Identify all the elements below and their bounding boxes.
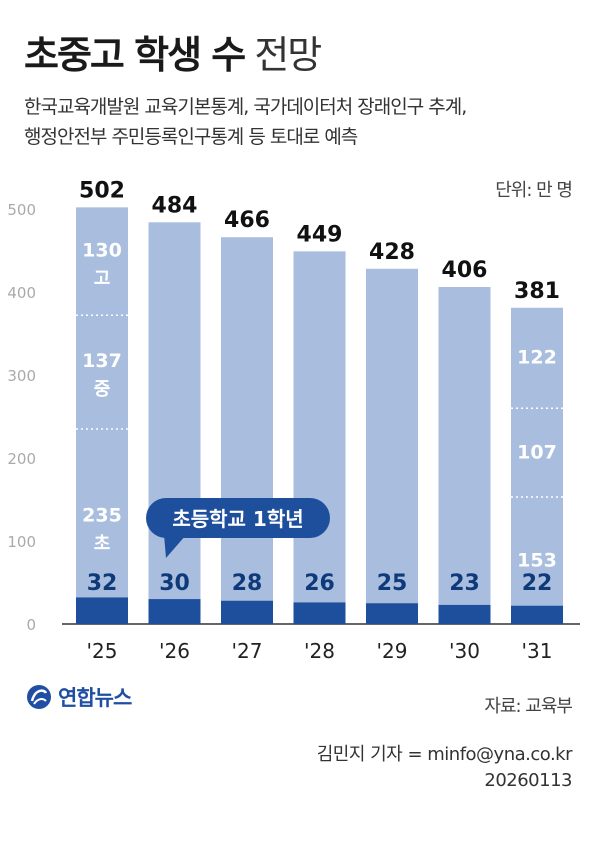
bar-first-grade	[511, 605, 563, 624]
y-tick-label: 500	[7, 201, 36, 219]
bar-total	[76, 207, 128, 624]
segment-value-label: 235	[82, 504, 122, 526]
total-label: 502	[79, 178, 125, 203]
first-grade-label: 30	[159, 571, 190, 596]
source-note: 자료: 교육부	[484, 696, 573, 717]
callout-text: 초등학교 1학년	[172, 507, 303, 531]
first-grade-label: 28	[232, 571, 263, 596]
x-tick-label: '30	[449, 639, 480, 663]
subtitle-line-1: 한국교육개발원 교육기본통계, 국가데이터처 장래인구 추계,	[24, 96, 467, 118]
callout-bubble	[146, 498, 330, 538]
segment-value-label: 130	[82, 239, 122, 261]
y-tick-label: 0	[26, 616, 36, 634]
total-label: 449	[297, 222, 343, 247]
total-label: 428	[369, 240, 415, 265]
x-tick-label: '25	[87, 639, 118, 663]
total-label: 381	[514, 279, 560, 304]
unit-label: 단위: 만 명	[495, 180, 573, 201]
bar-first-grade	[366, 603, 418, 624]
segment-value-label: 153	[517, 550, 557, 572]
logo-text: 연합뉴스	[58, 686, 132, 710]
bar-first-grade	[221, 600, 273, 624]
credit-date: 20260113	[484, 770, 572, 791]
bar-total	[511, 307, 563, 624]
bar-first-grade	[438, 604, 491, 624]
bar-total	[438, 287, 491, 624]
first-grade-label: 22	[522, 571, 553, 596]
y-tick-label: 100	[7, 533, 36, 551]
x-tick-label: '26	[159, 639, 190, 663]
first-grade-label: 25	[377, 571, 408, 596]
y-tick-label: 400	[7, 284, 36, 302]
x-tick-label: '27	[232, 639, 263, 663]
segment-name-label: 고	[94, 268, 111, 289]
segment-value-label: 107	[517, 442, 557, 464]
segment-value-label: 122	[517, 347, 557, 369]
bar-first-grade	[148, 599, 201, 624]
y-tick-label: 300	[7, 367, 36, 385]
segment-name-label: 초	[94, 533, 111, 554]
segment-name-label: 중	[94, 379, 111, 400]
total-label: 466	[224, 208, 270, 233]
bar-total	[293, 251, 346, 624]
bar-first-grade	[76, 597, 128, 624]
first-grade-label: 32	[87, 571, 118, 596]
credit-reporter: 김민지 기자 = minfo@yna.co.kr	[316, 744, 573, 765]
first-grade-label: 26	[304, 571, 335, 596]
subtitle-line-2: 행정안전부 주민등록인구통계 등 토대로 예측	[24, 126, 358, 148]
chart-title: 초중고 학생 수 전망	[24, 24, 322, 79]
bar-first-grade	[293, 602, 346, 624]
bar-total	[366, 268, 418, 624]
bar-total	[221, 237, 273, 624]
first-grade-label: 23	[449, 571, 480, 596]
total-label: 484	[152, 193, 198, 218]
callout-pointer	[164, 535, 186, 558]
title-sub: 전망	[254, 33, 322, 77]
x-tick-label: '28	[304, 639, 335, 663]
x-tick-label: '29	[377, 639, 408, 663]
chart-subtitle: 한국교육개발원 교육기본통계, 국가데이터처 장래인구 추계, 행정안전부 주민…	[24, 92, 467, 152]
credit: 김민지 기자 = minfo@yna.co.kr 20260113	[316, 742, 573, 794]
bar-total	[148, 222, 201, 624]
yonhap-logo: 연합뉴스	[26, 682, 132, 712]
y-tick-label: 200	[7, 450, 36, 468]
title-main: 초중고 학생 수	[24, 33, 246, 77]
x-tick-label: '31	[522, 639, 553, 663]
segment-value-label: 137	[82, 350, 122, 372]
yonhap-logo-icon	[27, 685, 51, 709]
bar-chart: 0 100 200 300 400 500 502 32 '25 130 고 137 중 235 초 484 3…	[7, 178, 580, 663]
total-label: 406	[442, 258, 488, 283]
